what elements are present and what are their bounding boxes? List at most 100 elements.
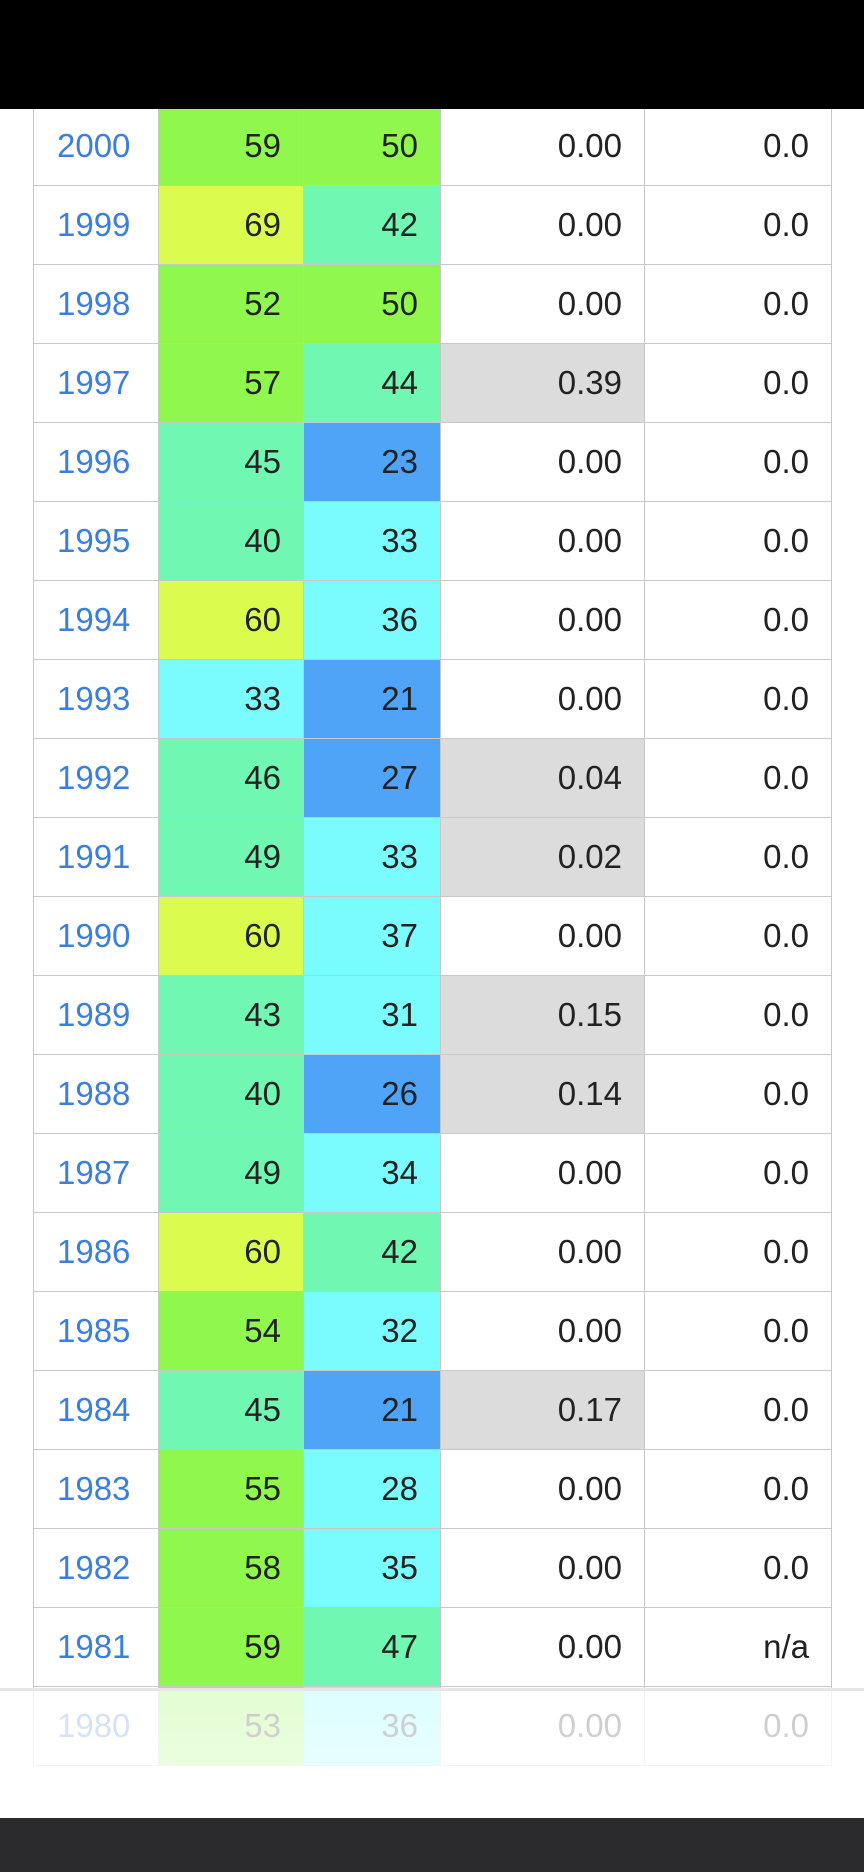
year-link[interactable]: 1984 xyxy=(33,1370,159,1450)
table-row: 1990 60 37 0.00 0.0 xyxy=(33,896,832,976)
year-link[interactable]: 1990 xyxy=(33,896,159,976)
low-temp-cell: 34 xyxy=(303,1133,441,1213)
low-temp-cell: 36 xyxy=(303,580,441,660)
table-row: 1985 54 32 0.00 0.0 xyxy=(33,1291,832,1371)
year-link[interactable]: 1995 xyxy=(33,501,159,581)
low-temp-cell: 33 xyxy=(303,817,441,897)
table-row: 1987 49 34 0.00 0.0 xyxy=(33,1133,832,1213)
scroll-fade-divider xyxy=(0,1688,864,1691)
year-link[interactable]: 1986 xyxy=(33,1212,159,1292)
snowfall-cell: 0.0 xyxy=(644,817,832,897)
high-temp-cell: 45 xyxy=(158,422,304,502)
precipitation-cell: 0.00 xyxy=(440,106,645,186)
year-link[interactable]: 1991 xyxy=(33,817,159,897)
year-link[interactable]: 1988 xyxy=(33,1054,159,1134)
table-row: 1991 49 33 0.02 0.0 xyxy=(33,817,832,897)
year-link[interactable]: 1996 xyxy=(33,422,159,502)
table-row: 1997 57 44 0.39 0.0 xyxy=(33,343,832,423)
high-temp-cell: 43 xyxy=(158,975,304,1055)
status-bar xyxy=(0,0,864,109)
table-row: 1992 46 27 0.04 0.0 xyxy=(33,738,832,818)
precipitation-cell: 0.14 xyxy=(440,1054,645,1134)
low-temp-cell: 44 xyxy=(303,343,441,423)
low-temp-cell: 28 xyxy=(303,1449,441,1529)
year-link[interactable]: 1994 xyxy=(33,580,159,660)
low-temp-cell: 23 xyxy=(303,422,441,502)
precipitation-cell: 0.39 xyxy=(440,343,645,423)
high-temp-cell: 57 xyxy=(158,343,304,423)
low-temp-cell: 50 xyxy=(303,106,441,186)
high-temp-cell: 33 xyxy=(158,659,304,739)
high-temp-cell: 60 xyxy=(158,580,304,660)
low-temp-cell: 21 xyxy=(303,659,441,739)
low-temp-cell: 33 xyxy=(303,501,441,581)
snowfall-cell: 0.0 xyxy=(644,659,832,739)
scroll-fade-overlay xyxy=(0,1690,864,1820)
snowfall-cell: 0.0 xyxy=(644,1054,832,1134)
high-temp-cell: 60 xyxy=(158,1212,304,1292)
table-row: 1998 52 50 0.00 0.0 xyxy=(33,264,832,344)
year-link[interactable]: 1999 xyxy=(33,185,159,265)
table-row: 1989 43 31 0.15 0.0 xyxy=(33,975,832,1055)
precipitation-cell: 0.00 xyxy=(440,422,645,502)
table-row: 1983 55 28 0.00 0.0 xyxy=(33,1449,832,1529)
high-temp-cell: 49 xyxy=(158,1133,304,1213)
snowfall-cell: 0.0 xyxy=(644,1449,832,1529)
low-temp-cell: 31 xyxy=(303,975,441,1055)
high-temp-cell: 54 xyxy=(158,1291,304,1371)
snowfall-cell: 0.0 xyxy=(644,185,832,265)
snowfall-cell: 0.0 xyxy=(644,264,832,344)
table-row: 2000 59 50 0.00 0.0 xyxy=(33,106,832,186)
snowfall-cell: 0.0 xyxy=(644,501,832,581)
high-temp-cell: 69 xyxy=(158,185,304,265)
precipitation-cell: 0.00 xyxy=(440,264,645,344)
snowfall-cell: 0.0 xyxy=(644,1528,832,1608)
weather-history-table-container: 2000 59 50 0.00 0.0 1999 69 42 0.00 0.0 1998 52 50 0.… xyxy=(33,106,832,1766)
snowfall-cell: 0.0 xyxy=(644,1370,832,1450)
snowfall-cell: 0.0 xyxy=(644,580,832,660)
high-temp-cell: 52 xyxy=(158,264,304,344)
table-row: 1982 58 35 0.00 0.0 xyxy=(33,1528,832,1608)
precipitation-cell: 0.00 xyxy=(440,896,645,976)
navigation-bar xyxy=(0,1818,864,1872)
low-temp-cell: 50 xyxy=(303,264,441,344)
year-link[interactable]: 1982 xyxy=(33,1528,159,1608)
table-row: 1986 60 42 0.00 0.0 xyxy=(33,1212,832,1292)
low-temp-cell: 42 xyxy=(303,1212,441,1292)
year-link[interactable]: 2000 xyxy=(33,106,159,186)
high-temp-cell: 59 xyxy=(158,106,304,186)
low-temp-cell: 27 xyxy=(303,738,441,818)
precipitation-cell: 0.00 xyxy=(440,1607,645,1687)
table-row: 1999 69 42 0.00 0.0 xyxy=(33,185,832,265)
precipitation-cell: 0.02 xyxy=(440,817,645,897)
snowfall-cell: 0.0 xyxy=(644,1133,832,1213)
high-temp-cell: 40 xyxy=(158,501,304,581)
snowfall-cell: 0.0 xyxy=(644,1291,832,1371)
snowfall-cell: 0.0 xyxy=(644,106,832,186)
year-link[interactable]: 1981 xyxy=(33,1607,159,1687)
snowfall-cell: 0.0 xyxy=(644,343,832,423)
table-row: 1994 60 36 0.00 0.0 xyxy=(33,580,832,660)
high-temp-cell: 49 xyxy=(158,817,304,897)
precipitation-cell: 0.00 xyxy=(440,185,645,265)
table-body: 2000 59 50 0.00 0.0 1999 69 42 0.00 0.0 1998 52 50 0.… xyxy=(33,106,832,1766)
precipitation-cell: 0.17 xyxy=(440,1370,645,1450)
low-temp-cell: 21 xyxy=(303,1370,441,1450)
precipitation-cell: 0.00 xyxy=(440,1291,645,1371)
year-link[interactable]: 1983 xyxy=(33,1449,159,1529)
year-link[interactable]: 1993 xyxy=(33,659,159,739)
year-link[interactable]: 1985 xyxy=(33,1291,159,1371)
snowfall-cell: n/a xyxy=(644,1607,832,1687)
year-link[interactable]: 1992 xyxy=(33,738,159,818)
snowfall-cell: 0.0 xyxy=(644,896,832,976)
year-link[interactable]: 1998 xyxy=(33,264,159,344)
year-link[interactable]: 1987 xyxy=(33,1133,159,1213)
low-temp-cell: 42 xyxy=(303,185,441,265)
year-link[interactable]: 1989 xyxy=(33,975,159,1055)
high-temp-cell: 60 xyxy=(158,896,304,976)
precipitation-cell: 0.00 xyxy=(440,580,645,660)
snowfall-cell: 0.0 xyxy=(644,1212,832,1292)
precipitation-cell: 0.00 xyxy=(440,501,645,581)
year-link[interactable]: 1997 xyxy=(33,343,159,423)
high-temp-cell: 46 xyxy=(158,738,304,818)
